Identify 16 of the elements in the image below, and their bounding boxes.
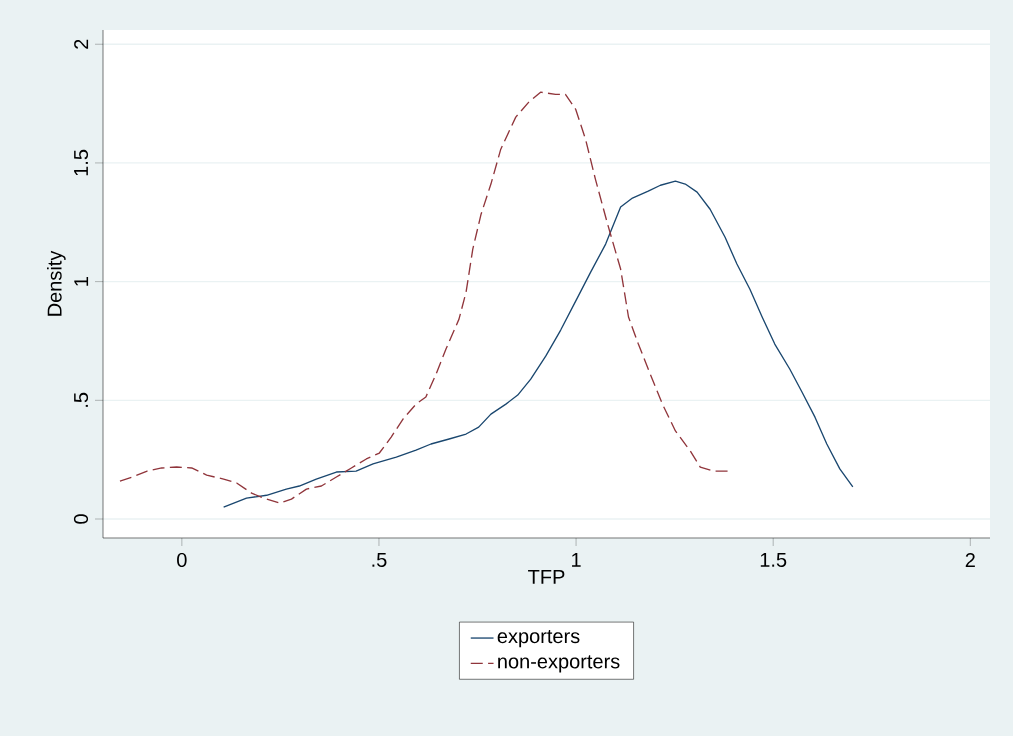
line-series <box>222 180 854 508</box>
legend-label: exporters <box>497 630 580 648</box>
line-series <box>119 91 729 504</box>
x-tick-label: 2 <box>965 552 975 567</box>
x-axis-title: TFP <box>528 570 565 584</box>
y-tick-label: 0 <box>73 514 89 524</box>
x-tick-label: 0 <box>177 552 187 568</box>
x-tick-label: 1 <box>572 552 581 567</box>
legend-label: non-exporters <box>498 655 620 673</box>
x-tick-label: .5 <box>372 552 387 567</box>
y-tick-label: .5 <box>74 392 89 407</box>
y-axis-title: Density <box>47 250 66 316</box>
y-tick-label: 2 <box>74 39 89 49</box>
x-tick-label: 1.5 <box>760 552 787 567</box>
y-tick-label: 1 <box>74 277 89 286</box>
y-tick-label: 1.5 <box>74 149 89 176</box>
